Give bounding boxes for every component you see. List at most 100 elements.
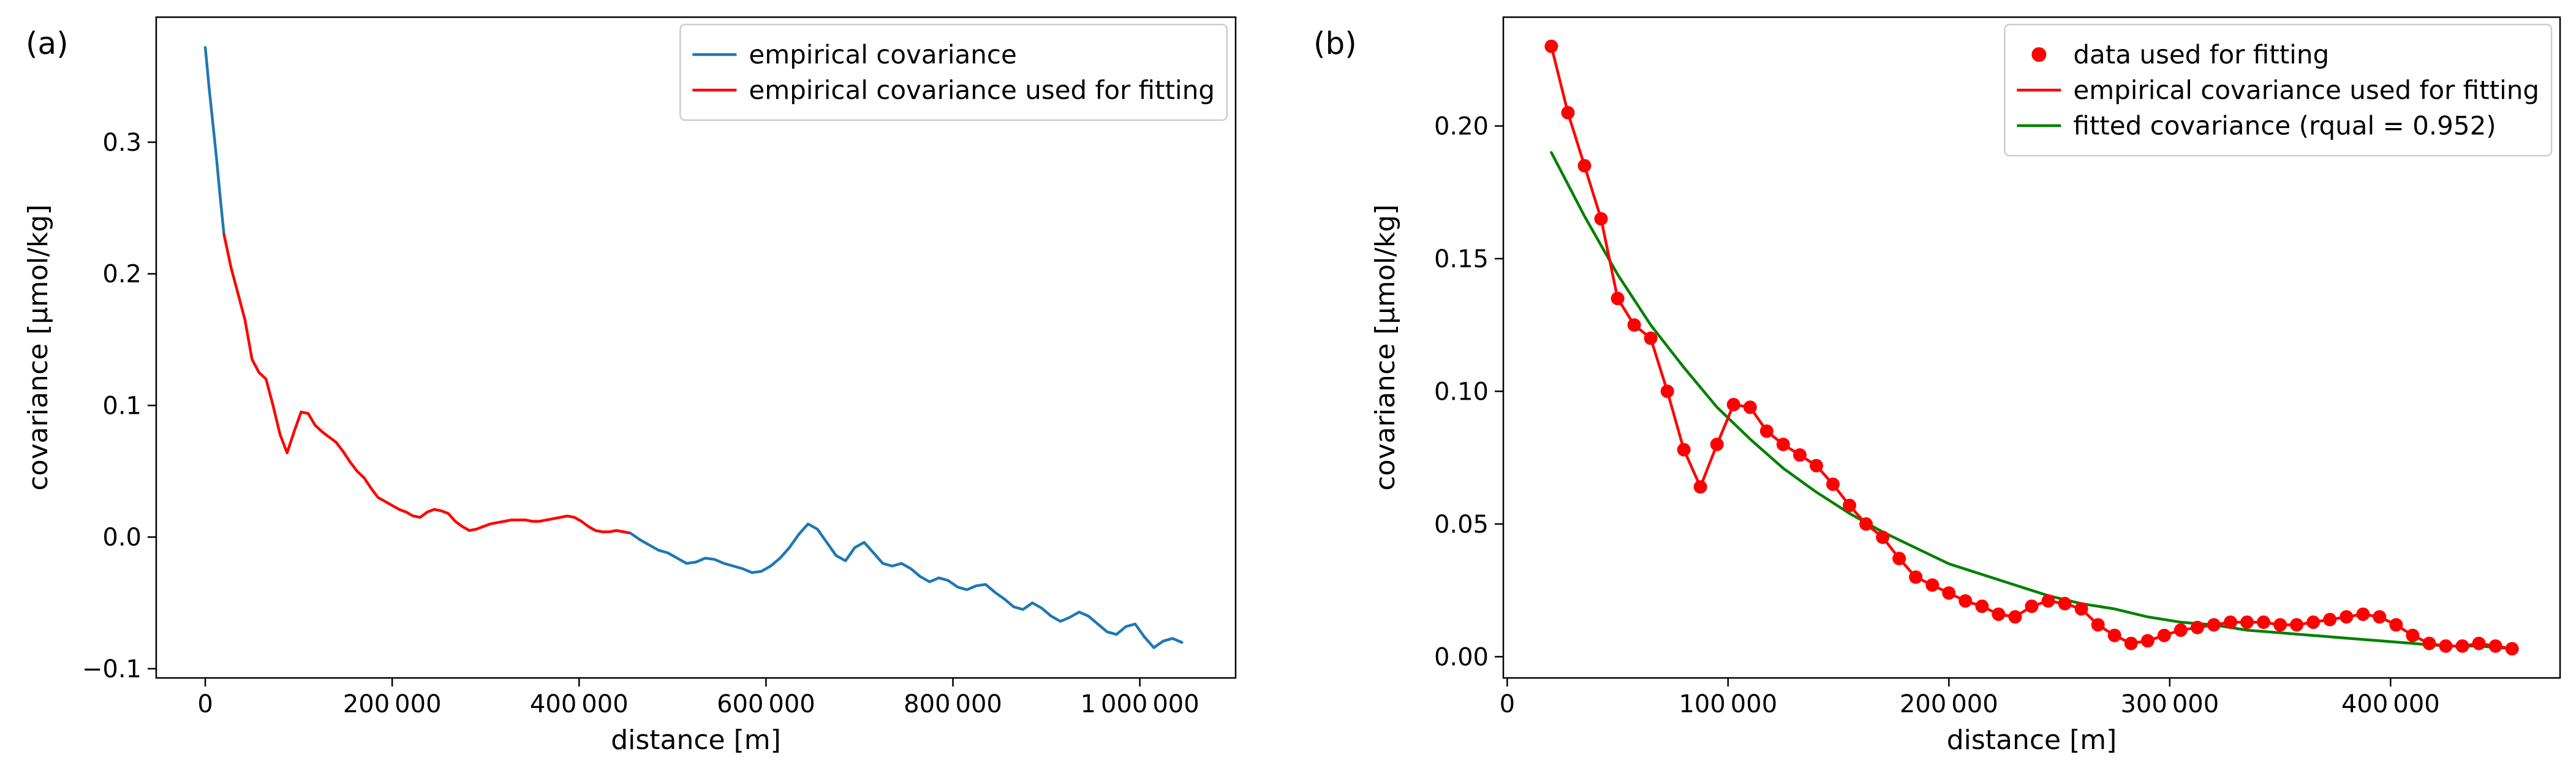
data-point — [2389, 618, 2403, 632]
y-tick-label: 0.05 — [1434, 511, 1489, 539]
data-point — [2124, 636, 2138, 650]
series-line — [629, 522, 1184, 649]
legend-label: fitted covariance (rqual = 0.952) — [2073, 111, 2496, 141]
series-line — [1550, 151, 2514, 650]
y-tick-label: 0.2 — [102, 261, 142, 289]
data-point — [1677, 443, 1691, 457]
data-point — [2174, 623, 2188, 637]
data-point — [2190, 620, 2204, 634]
panel-label: (b) — [1313, 26, 1357, 61]
y-tick-label: 0.10 — [1434, 378, 1489, 406]
y-tick-label: 0.0 — [102, 523, 142, 552]
y-tick-label: 0.20 — [1434, 113, 1489, 141]
data-point — [1693, 480, 1707, 494]
data-point — [2224, 615, 2237, 630]
data-point — [2157, 628, 2171, 642]
data-point — [2290, 618, 2304, 632]
x-tick-label: 400 000 — [2341, 690, 2440, 718]
data-point — [2455, 639, 2469, 653]
data-point — [2091, 618, 2105, 632]
data-point — [1859, 517, 1873, 531]
x-tick-label: 300 000 — [2120, 690, 2219, 718]
data-point — [2008, 610, 2022, 624]
axes-frame — [1502, 16, 2561, 679]
data-point — [1577, 159, 1592, 173]
data-point — [1660, 384, 1674, 398]
x-tick-label: 1 000 000 — [1081, 690, 1199, 718]
data-point — [1793, 448, 1807, 462]
y-tick-label: 0.3 — [102, 129, 142, 157]
data-point — [2340, 610, 2354, 624]
y-tick-label: 0.15 — [1434, 245, 1489, 273]
legend-label: empirical covariance used for fitting — [749, 75, 1215, 105]
series-empirical-covariance-used-for-fitting — [222, 233, 632, 535]
axes-frame — [155, 16, 1237, 679]
data-point — [2488, 639, 2502, 653]
x-tick-label: 0 — [1500, 690, 1515, 718]
data-point — [2323, 612, 2337, 626]
data-point — [2356, 607, 2370, 622]
x-tick-label: 400 000 — [530, 690, 629, 718]
data-point — [2422, 636, 2436, 650]
data-point — [2207, 618, 2221, 632]
y-axis: −0.1 0.0 0.1 0.2 0.3 — [82, 129, 156, 683]
data-point — [1776, 438, 1790, 451]
data-point — [1594, 212, 1608, 226]
data-point — [2306, 615, 2321, 630]
data-point — [2107, 628, 2121, 642]
x-tick-label: 0 — [197, 690, 213, 718]
data-point — [1726, 398, 1740, 412]
data-point — [2505, 642, 2519, 656]
y-tick-label: 0.1 — [102, 392, 142, 420]
series-line — [203, 46, 225, 236]
series-empirical-covariance-tail — [629, 522, 1184, 649]
x-axis-title: distance [m] — [611, 725, 781, 756]
data-point — [2257, 615, 2270, 630]
data-point — [1958, 594, 1973, 608]
data-point — [2025, 599, 2039, 614]
data-point — [2273, 618, 2287, 632]
data-point — [1843, 498, 1857, 512]
plot-series — [1544, 39, 2519, 656]
data-point — [1876, 530, 1890, 544]
data-point — [1826, 477, 1840, 491]
data-point — [2373, 610, 2387, 624]
data-point — [1710, 438, 1724, 451]
x-tick-label: 200 000 — [1900, 690, 1998, 718]
plot-series — [203, 46, 1184, 649]
y-axis: 0.00 0.05 0.10 0.15 0.20 — [1434, 113, 1503, 671]
data-point — [1611, 291, 1625, 305]
x-tick-label: 100 000 — [1679, 690, 1777, 718]
x-axis: 0 100 000 200 000 300 000 400 000 — [1500, 678, 2440, 718]
x-tick-label: 600 000 — [717, 690, 815, 718]
data-point — [2041, 594, 2055, 608]
y-axis-title: covariance [µmol/kg] — [1370, 204, 1401, 490]
data-point — [2439, 639, 2453, 653]
legend-marker-dot — [2031, 47, 2047, 62]
series-empirical-covariance-head — [203, 46, 225, 236]
legend-label: empirical covariance used for fitting — [2073, 75, 2539, 105]
legend: data used for fitting empirical covarianc… — [2004, 23, 2553, 157]
series-line — [222, 233, 632, 535]
chart-panel-a: 0 200 000 400 000 600 000 800 000 1 000 000 −0… — [23, 16, 1237, 756]
y-tick-label: −0.1 — [82, 655, 142, 683]
series-fitted-covariance — [1550, 151, 2514, 650]
chart-panel-b: 0 100 000 200 000 300 000 400 000 0.00 0.05 0.1… — [1313, 16, 2561, 756]
legend-frame — [679, 23, 1228, 121]
data-point — [1644, 331, 1658, 345]
y-axis-title: covariance [µmol/kg] — [23, 204, 54, 490]
data-point — [2472, 636, 2486, 650]
series-data-used-for-fitting — [1544, 39, 2519, 656]
panel-label: (a) — [26, 26, 69, 61]
data-point — [2074, 602, 2088, 616]
data-point — [1942, 586, 1956, 600]
legend: empirical covariance empirical covariance… — [679, 23, 1228, 121]
data-point — [1759, 424, 1773, 438]
x-tick-label: 200 000 — [343, 690, 442, 718]
data-point — [1892, 552, 1906, 566]
legend-label: data used for fitting — [2073, 40, 2329, 70]
x-tick-label: 800 000 — [904, 690, 1002, 718]
y-tick-label: 0.00 — [1434, 643, 1489, 671]
data-point — [2140, 634, 2155, 648]
